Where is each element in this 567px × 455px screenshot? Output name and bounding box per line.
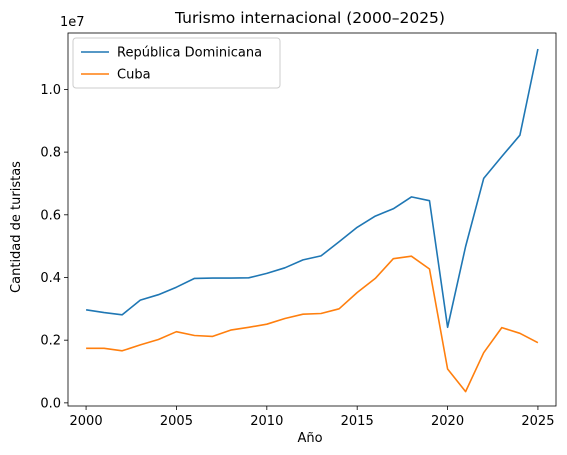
y-tick-label: 0.6 (40, 208, 61, 223)
y-axis-ticks: 0.0 0.2 0.4 0.6 0.8 1.0 (40, 83, 68, 411)
x-tick-label: 2025 (521, 414, 554, 429)
plot-frame (67, 32, 557, 407)
legend: República Dominicana Cuba (72, 37, 281, 89)
y-tick-label: 0.8 (40, 146, 61, 161)
x-axis-title: Año (297, 431, 322, 446)
x-tick-label: 2010 (250, 414, 283, 429)
legend-box (72, 37, 281, 89)
chart-title: Turismo internacional (2000–2025) (174, 9, 445, 27)
series-line-1 (86, 255, 539, 393)
y-axis-title: Cantidad de turistas (9, 161, 24, 293)
y-axis-offset-label: 1e7 (60, 15, 85, 30)
series-line-0 (85, 48, 539, 329)
y-tick-label: 1.0 (40, 83, 61, 98)
x-tick-label: 2015 (341, 414, 374, 429)
x-tick-label: 2005 (160, 414, 193, 429)
y-tick-label: 0.4 (40, 271, 61, 286)
x-tick-label: 2000 (70, 414, 103, 429)
y-tick-label: 0.2 (40, 334, 61, 349)
plot-area (85, 48, 539, 393)
y-tick-label: 0.0 (40, 396, 61, 411)
x-axis-ticks: 2000 2005 2010 2015 2020 2025 (70, 406, 554, 429)
legend-label: República Dominicana (117, 46, 262, 61)
x-tick-label: 2020 (431, 414, 464, 429)
legend-label: Cuba (117, 68, 151, 83)
